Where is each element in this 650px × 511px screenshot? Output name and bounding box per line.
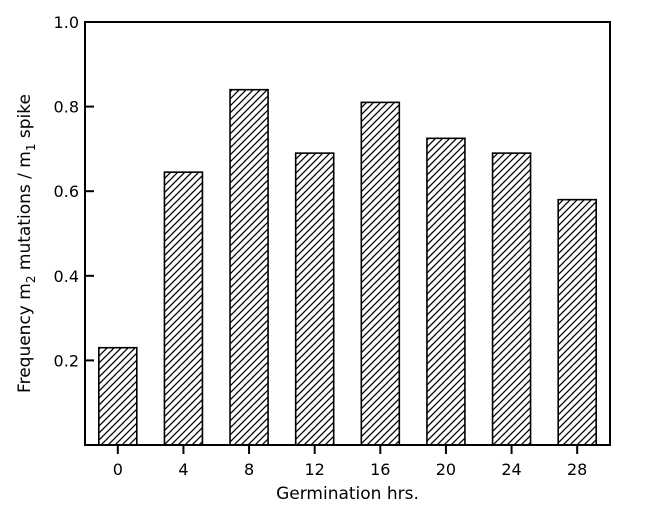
y-tick-label: 0.4 (54, 267, 79, 286)
bar-16 (360, 101, 401, 446)
x-tick-label: 0 (113, 460, 123, 479)
y-tick-label: 0.2 (54, 351, 79, 370)
x-tick-label: 16 (370, 460, 390, 479)
x-tick-label: 24 (501, 460, 521, 479)
x-tick-label: 4 (178, 460, 188, 479)
bars-group (98, 88, 597, 446)
x-tick-label: 12 (305, 460, 325, 479)
x-axis-ticks: 0 4 8 12 16 20 24 28 (113, 445, 587, 479)
bar-12 (294, 152, 335, 446)
y-axis-label: Frequency m2 mutations / m1 spike (15, 94, 38, 393)
x-tick-label: 8 (244, 460, 254, 479)
plot-frame (84, 21, 611, 446)
bar-20 (426, 137, 466, 446)
x-tick-label: 28 (567, 460, 587, 479)
bar-8 (229, 88, 269, 446)
y-axis-ticks: 0.2 0.4 0.6 0.8 1.0 (54, 13, 94, 370)
bar-28 (557, 198, 597, 446)
bar-4 (163, 171, 204, 446)
bar-0 (98, 346, 138, 446)
x-tick-label: 20 (436, 460, 456, 479)
y-tick-label: 0.6 (54, 182, 79, 201)
y-tick-label: 1.0 (54, 13, 79, 32)
bar-24 (491, 152, 532, 446)
y-tick-label: 0.8 (54, 98, 79, 117)
x-axis-label: Germination hrs. (276, 484, 419, 504)
